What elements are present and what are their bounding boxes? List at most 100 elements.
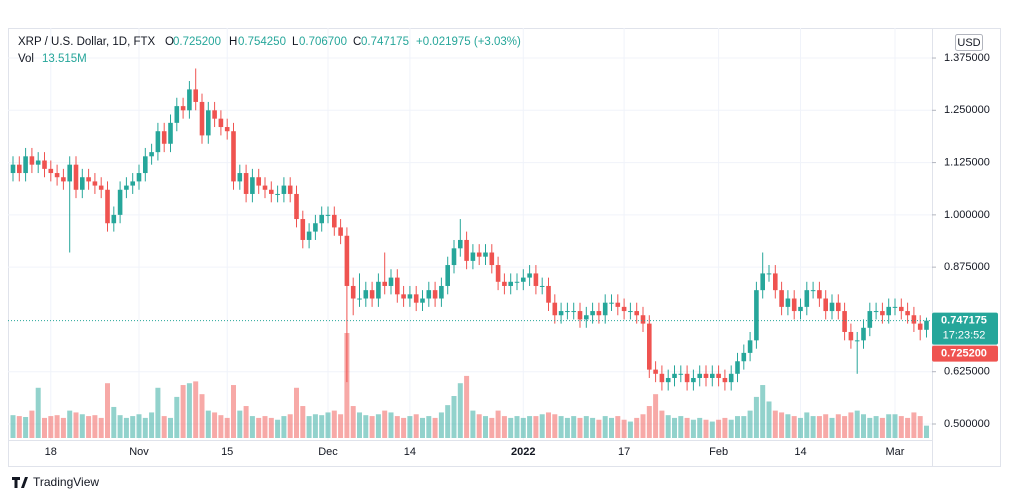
volume-bar xyxy=(319,415,325,438)
candle-body xyxy=(854,340,860,342)
brand: TradingView xyxy=(33,475,99,489)
candle-body xyxy=(67,164,72,182)
ohlc-value: 0.754250 xyxy=(238,36,286,48)
candle-body xyxy=(54,173,60,178)
volume-bar xyxy=(294,387,299,438)
volume-bar xyxy=(892,414,898,438)
candle-body xyxy=(754,290,759,341)
ohlc-value: 0.747175 xyxy=(361,36,409,48)
candle-body xyxy=(552,302,558,316)
candle-body xyxy=(678,373,684,375)
candle-body xyxy=(105,189,110,224)
volume-bar xyxy=(741,416,747,438)
candle-body xyxy=(804,290,810,307)
candle-body xyxy=(281,185,287,194)
volume-bar xyxy=(879,417,885,438)
candle-body xyxy=(539,285,545,287)
candle-body xyxy=(476,252,482,257)
candle-body xyxy=(382,281,387,286)
candle-body xyxy=(917,323,923,330)
candle-body xyxy=(716,373,721,378)
candle-body xyxy=(691,377,696,383)
volume-bar xyxy=(23,417,29,438)
last-price-label: 0.747175 xyxy=(941,315,987,327)
candle-body xyxy=(873,311,879,313)
volume-bar xyxy=(791,416,797,438)
candle-body xyxy=(842,311,847,332)
volume-bar xyxy=(495,410,501,438)
volume-bar xyxy=(924,425,929,438)
candle-body xyxy=(697,373,702,378)
volume-bar xyxy=(105,383,110,438)
currency[interactable]: USD xyxy=(957,37,980,49)
volume-bar xyxy=(539,414,545,438)
volume-bar xyxy=(753,396,759,438)
volume-bar xyxy=(571,416,577,438)
volume-bar xyxy=(552,414,558,438)
volume-bar xyxy=(174,396,180,438)
candle-body xyxy=(584,315,589,320)
volume-bar xyxy=(388,412,394,438)
candle-body xyxy=(73,164,79,190)
volume-bar xyxy=(29,410,35,438)
candle-body xyxy=(596,311,602,316)
volume-bar xyxy=(73,412,79,438)
candle-body xyxy=(867,311,873,328)
volume-bar xyxy=(457,383,463,438)
volume-bar xyxy=(546,412,551,438)
volume-bar xyxy=(338,414,344,438)
volume-bar xyxy=(186,383,192,438)
volume-bar xyxy=(10,415,16,438)
candle-body xyxy=(117,189,123,215)
volume-bar xyxy=(867,417,873,438)
volume-bar xyxy=(564,417,570,438)
candle-body xyxy=(848,331,854,341)
volume-bar xyxy=(684,417,690,438)
volume-bar xyxy=(130,416,136,438)
candle-body xyxy=(602,302,608,316)
volume-bar xyxy=(161,416,167,438)
volume-bar xyxy=(602,416,608,438)
volume-bar xyxy=(810,416,816,438)
volume-bar xyxy=(98,417,104,438)
volume-bar xyxy=(898,416,904,438)
volume-bar xyxy=(199,394,205,438)
volume-bar xyxy=(779,412,785,438)
volume-bar xyxy=(426,416,432,438)
candle-body xyxy=(48,168,54,174)
volume-bar xyxy=(861,414,866,438)
x-tick-label: 15 xyxy=(221,446,233,458)
candle-body xyxy=(124,185,129,190)
volume-bar xyxy=(665,415,671,438)
volume-bar xyxy=(489,417,495,438)
candle-body xyxy=(817,290,822,299)
candle-body xyxy=(269,189,274,194)
ohlc-value: 0.706700 xyxy=(299,36,347,48)
volume-bar xyxy=(716,419,722,438)
candle-body xyxy=(401,294,406,299)
volume-bar xyxy=(262,416,268,438)
x-tick-label: Mar xyxy=(886,446,905,458)
candle-body xyxy=(294,193,299,220)
candle-body xyxy=(237,173,243,182)
volume-bar xyxy=(470,410,476,438)
candle-body xyxy=(779,290,784,307)
candle-body xyxy=(451,248,457,266)
volume-bar xyxy=(816,416,822,438)
candle-body xyxy=(350,285,356,299)
candle-body xyxy=(98,185,104,190)
candle-body xyxy=(136,173,142,182)
candle-body xyxy=(413,294,419,303)
volume-bar xyxy=(520,417,526,438)
candles xyxy=(10,68,929,391)
logo xyxy=(12,477,28,488)
volume-bar xyxy=(640,414,646,438)
currency-box[interactable] xyxy=(955,34,983,51)
candle-body xyxy=(445,265,450,286)
candle-body xyxy=(458,239,463,249)
volume-bar xyxy=(268,417,274,438)
volume-bar xyxy=(413,414,419,438)
candle-body xyxy=(224,127,230,132)
volume-bar xyxy=(596,419,602,438)
volume-bar xyxy=(205,410,211,438)
